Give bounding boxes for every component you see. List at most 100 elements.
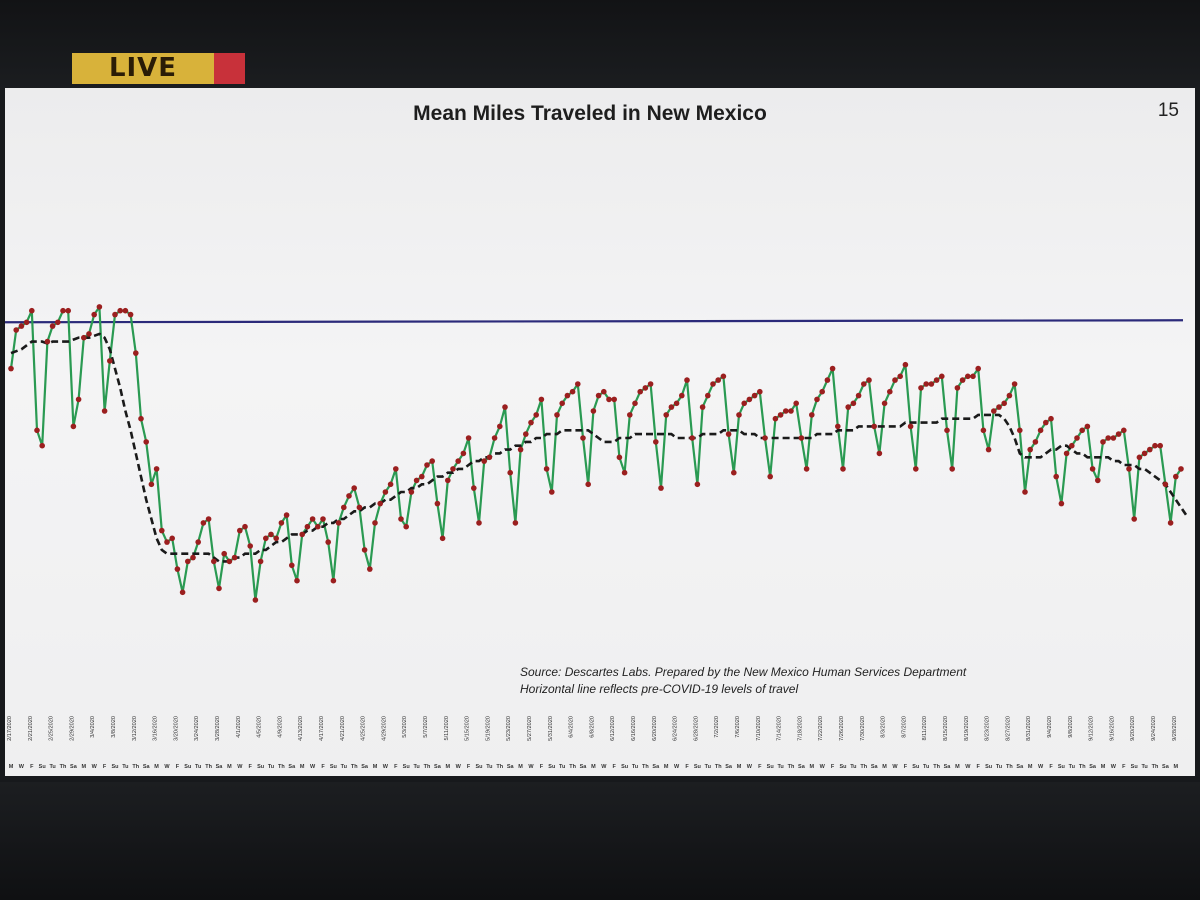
data-point xyxy=(127,311,134,318)
weekday-label: Th xyxy=(933,764,940,770)
data-point xyxy=(616,454,623,461)
data-point xyxy=(923,381,929,387)
live-label: LIVE xyxy=(72,53,214,84)
data-point xyxy=(684,377,690,383)
weekday-label: W xyxy=(164,764,170,770)
data-point xyxy=(60,307,66,314)
x-tick-label: 9/8/2020 xyxy=(1068,716,1074,738)
x-tick-label: 4/5/2020 xyxy=(257,716,263,738)
x-tick-label: 4/21/2020 xyxy=(340,716,346,741)
data-point xyxy=(751,392,758,399)
data-point xyxy=(226,558,233,565)
data-point xyxy=(658,485,664,491)
average-series-line xyxy=(10,332,1188,563)
data-point xyxy=(86,331,92,337)
weekday-label: Tu xyxy=(341,764,347,770)
weekday-label: F xyxy=(321,764,325,770)
data-point xyxy=(632,400,638,407)
data-point xyxy=(715,377,721,383)
weekday-label: W xyxy=(601,764,607,770)
data-point xyxy=(653,439,659,445)
weekday-label: Sa xyxy=(70,764,78,770)
data-point xyxy=(1136,454,1143,461)
data-point xyxy=(757,388,763,395)
data-point xyxy=(736,412,742,418)
data-point xyxy=(783,408,789,414)
data-point xyxy=(975,365,981,372)
weekday-label: M xyxy=(446,764,451,770)
weekday-label: Su xyxy=(1131,764,1138,770)
data-point xyxy=(1017,427,1023,434)
weekday-label: Th xyxy=(351,764,358,770)
data-point xyxy=(824,377,831,383)
data-point xyxy=(1110,435,1117,441)
data-point xyxy=(304,523,311,530)
weekday-label: Th xyxy=(1006,764,1013,770)
data-point xyxy=(439,535,446,542)
x-tick-label: 3/8/2020 xyxy=(111,716,117,738)
screen-bezel-bottom xyxy=(0,782,1200,900)
data-point xyxy=(1037,427,1044,434)
x-tick-label: 5/7/2020 xyxy=(423,716,429,738)
weekday-label: M xyxy=(154,764,159,770)
x-tick-label: 4/25/2020 xyxy=(361,716,367,741)
live-badge: LIVE xyxy=(72,53,245,84)
x-tick-label: 4/1/2020 xyxy=(236,716,242,738)
weekday-label: Sa xyxy=(725,764,733,770)
data-point xyxy=(491,435,498,441)
data-point xyxy=(881,400,888,407)
weekday-label: M xyxy=(664,764,669,770)
x-tick-label: 5/19/2020 xyxy=(485,716,491,741)
data-point xyxy=(34,427,40,434)
weekday-label: Su xyxy=(839,764,846,770)
weekday-label: F xyxy=(103,764,107,770)
data-point xyxy=(408,489,415,495)
weekday-label: Th xyxy=(205,764,212,770)
weekday-label: M xyxy=(82,764,87,770)
x-tick-label: 3/28/2020 xyxy=(215,716,221,741)
data-point xyxy=(866,377,872,383)
data-point xyxy=(242,523,248,530)
data-point xyxy=(725,431,732,437)
data-point xyxy=(741,400,747,407)
weekday-label: W xyxy=(892,764,898,770)
x-tick-label: 8/3/2020 xyxy=(881,716,887,738)
x-tick-label: 3/4/2020 xyxy=(90,716,96,738)
data-point xyxy=(424,462,430,468)
x-tick-label: 9/28/2020 xyxy=(1172,716,1178,741)
weekday-label: F xyxy=(1122,764,1126,770)
data-point xyxy=(252,597,259,603)
data-point xyxy=(101,408,108,414)
x-tick-label: 8/11/2020 xyxy=(922,716,928,740)
data-point xyxy=(445,477,451,484)
weekday-label: Su xyxy=(111,764,118,770)
data-point xyxy=(845,404,851,410)
data-point xyxy=(939,373,945,380)
weekday-label: Th xyxy=(496,764,503,770)
data-point xyxy=(460,450,467,457)
baseline-line xyxy=(5,319,1184,324)
x-tick-label: 9/24/2020 xyxy=(1151,716,1157,741)
data-point xyxy=(803,466,810,472)
weekday-label: Th xyxy=(1152,764,1159,770)
weekday-label: M xyxy=(1028,764,1033,770)
data-point xyxy=(419,473,425,480)
x-tick-label: 8/23/2020 xyxy=(985,716,991,741)
data-point xyxy=(606,396,612,403)
x-tick-label: 7/18/2020 xyxy=(797,716,803,741)
weekday-label: W xyxy=(19,764,25,770)
x-tick-label: 9/4/2020 xyxy=(1047,716,1053,738)
weekday-label: Sa xyxy=(944,764,952,770)
data-point xyxy=(528,419,534,426)
x-tick-label: 5/11/2020 xyxy=(444,716,450,740)
weekday-label: F xyxy=(176,764,180,770)
data-point xyxy=(710,381,716,387)
weekday-label: Tu xyxy=(850,764,856,770)
data-point xyxy=(1022,489,1028,495)
data-point xyxy=(543,466,550,472)
weekday-label: Sa xyxy=(361,764,369,770)
data-point xyxy=(897,373,903,380)
data-point xyxy=(268,531,274,538)
x-tick-label: 7/30/2020 xyxy=(860,716,866,741)
weekday-label: W xyxy=(820,764,826,770)
